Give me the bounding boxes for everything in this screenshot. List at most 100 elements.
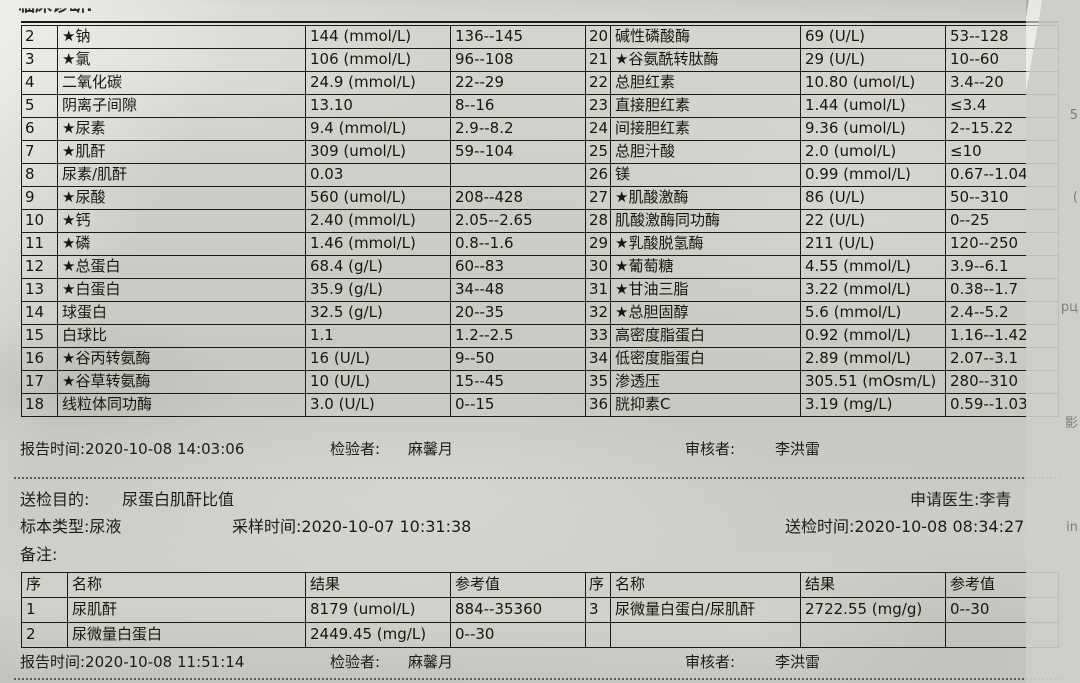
analyte-result: 4.55 (mmol/L): [800, 255, 946, 279]
analyte-name: 阴离子间隙: [57, 94, 306, 118]
column-header: 结果: [800, 572, 946, 598]
analyte-ref: 3.4--20: [945, 71, 1059, 95]
analyte-name: 二氧化碳: [57, 71, 306, 95]
analyte-name: ★乳酸脱氢酶: [610, 232, 801, 256]
analyte-ref: 22--29: [450, 71, 586, 95]
row-index: 3: [21, 48, 58, 72]
specimen-type: 标本类型:尿液: [20, 517, 122, 536]
table-row: 17 ★谷草转氨酶 10 (U/L) 15--45 35 渗透压 305.51 (mOsm/…: [21, 370, 1059, 394]
sampling-time: 采样时间:2020-10-07 10:31:38: [232, 517, 472, 536]
row-index: 10: [21, 209, 58, 233]
analyte-name: ★肌酐: [57, 140, 306, 164]
analyte-result: 35.9 (g/L): [305, 278, 451, 302]
table-header-row: 序名称 结果 参考值序名称 结果 参考值: [21, 572, 1059, 598]
analyte-name: ★钠: [57, 25, 306, 49]
row-index: 32: [585, 301, 611, 325]
analyte-ref: 0.8--1.6: [450, 232, 586, 256]
tester-name: 麻馨月: [408, 440, 454, 458]
bottom-divider: [14, 678, 1060, 680]
analyte-ref: 9--50: [450, 347, 586, 371]
row-index: 2: [21, 622, 68, 648]
tester-label: 检验者:: [330, 653, 381, 671]
table-row: 8 尿素/肌酐 0.03 26 镁 0.99 (mmol/L) 0.67--1.04: [21, 163, 1059, 187]
analyte-name: 碱性磷酸酶: [610, 25, 801, 49]
analyte-result: 309 (umol/L): [305, 140, 451, 164]
analyte-ref: 59--104: [450, 140, 586, 164]
analyte-ref: 2.07--3.1: [945, 347, 1059, 371]
row-index: 22: [585, 71, 611, 95]
row-index: 33: [585, 324, 611, 348]
row-index: 2: [21, 25, 58, 49]
analyte-result: 22 (U/L): [800, 209, 946, 233]
analyte-name: 尿微量白蛋白/尿肌酐: [610, 597, 801, 623]
analyte-name: 低密度脂蛋白: [610, 347, 801, 371]
biochem-footer: 报告时间:2020-10-08 14:03:06 检验者: 麻馨月 审核者: 李…: [0, 440, 1080, 467]
row-index: 18: [21, 393, 58, 417]
analyte-result: 0.99 (mmol/L): [800, 163, 946, 187]
analyte-name: ★尿酸: [57, 186, 306, 210]
analyte-ref: 15--45: [450, 370, 586, 394]
analyte-name: 渗透压: [610, 370, 801, 394]
table-top-rule: [21, 21, 1058, 23]
analyte-name: 球蛋白: [57, 301, 306, 325]
analyte-ref: ≤3.4: [945, 94, 1059, 118]
row-index: 12: [21, 255, 58, 279]
table-row: 12 ★总蛋白 68.4 (g/L) 60--83 30 ★葡萄糖 4.55 (mmol/L…: [21, 255, 1059, 279]
analyte-name: ★总胆固醇: [610, 301, 801, 325]
analyte-ref: 0--15: [450, 393, 586, 417]
row-index: 5: [21, 94, 58, 118]
analyte-name: 尿素/肌酐: [57, 163, 306, 187]
analyte-result: 1.44 (umol/L): [800, 94, 946, 118]
biochemistry-results-table: 2 ★钠 144 (mmol/L) 136--145 20 碱性磷酸酶 69 (U/L) 53…: [21, 25, 1059, 417]
table-row: 15 白球比 1.1 1.2--2.5 33 高密度脂蛋白 0.92 (mmol/L) 1.1…: [21, 324, 1059, 348]
tester-name: 麻馨月: [408, 653, 454, 671]
analyte-result: 10.80 (umol/L): [800, 71, 946, 95]
table-row: 11 ★磷 1.46 (mmol/L) 0.8--1.6 29 ★乳酸脱氢酶 211 (U/…: [21, 232, 1059, 256]
analyte-result: 5.6 (mmol/L): [800, 301, 946, 325]
analyte-ref: 20--35: [450, 301, 586, 325]
analyte-ref: [450, 163, 586, 187]
urine-results-table: 序名称 结果 参考值序名称 结果 参考值 1 尿肌酐 8179 (umol/L) 884--3…: [21, 572, 1059, 648]
analyte-name: [610, 622, 801, 648]
analyte-name: ★氯: [57, 48, 306, 72]
section-divider: [14, 477, 1060, 479]
analyte-result: 560 (umol/L): [305, 186, 451, 210]
analyte-name: ★谷丙转氨酶: [57, 347, 306, 371]
analyte-result: 86 (U/L): [800, 186, 946, 210]
table-row: 5 阴离子间隙 13.10 8--16 23 直接胆红素 1.44 (umol/L) ≤3.4: [21, 94, 1059, 118]
column-header: 参考值: [450, 572, 586, 598]
analyte-result: 29 (U/L): [800, 48, 946, 72]
analyte-result: [800, 622, 946, 648]
column-header: 名称: [67, 572, 306, 598]
analyte-result: 2.89 (mmol/L): [800, 347, 946, 371]
row-index: 4: [21, 71, 58, 95]
row-index: 6: [21, 117, 58, 141]
table-row: 4 二氧化碳 24.9 (mmol/L) 22--29 22 总胆红素 10.80 (umo…: [21, 71, 1059, 95]
row-index: 7: [21, 140, 58, 164]
table-row: 3 ★氯 106 (mmol/L) 96--108 21 ★谷氨酰转肽酶 29 (U/L) 1…: [21, 48, 1059, 72]
table-row: 9 ★尿酸 560 (umol/L) 208--428 27 ★肌酸激酶 86 (U/L) 5…: [21, 186, 1059, 210]
analyte-ref: 10--60: [945, 48, 1059, 72]
analyte-result: 1.46 (mmol/L): [305, 232, 451, 256]
row-index: 17: [21, 370, 58, 394]
column-header: 参考值: [945, 572, 1059, 598]
analyte-result: 106 (mmol/L): [305, 48, 451, 72]
column-header: 名称: [610, 572, 801, 598]
analyte-name: ★谷草转氨酶: [57, 370, 306, 394]
row-index: 21: [585, 48, 611, 72]
row-index: 25: [585, 140, 611, 164]
remark-label: 备注:: [20, 545, 58, 564]
analyte-ref: 280--310: [945, 370, 1059, 394]
analyte-name: ★钙: [57, 209, 306, 233]
analyte-name: 高密度脂蛋白: [610, 324, 801, 348]
submit-time: 送检时间:2020-10-08 08:34:27: [785, 517, 1025, 536]
analyte-ref: 0.59--1.03: [945, 393, 1059, 417]
row-index: 20: [585, 25, 611, 49]
analyte-result: 2.40 (mmol/L): [305, 209, 451, 233]
analyte-ref: 96--108: [450, 48, 586, 72]
analyte-result: 2722.55 (mg/g): [800, 597, 946, 623]
analyte-result: 16 (U/L): [305, 347, 451, 371]
analyte-name: 线粒体同功酶: [57, 393, 306, 417]
analyte-name: ★甘油三脂: [610, 278, 801, 302]
